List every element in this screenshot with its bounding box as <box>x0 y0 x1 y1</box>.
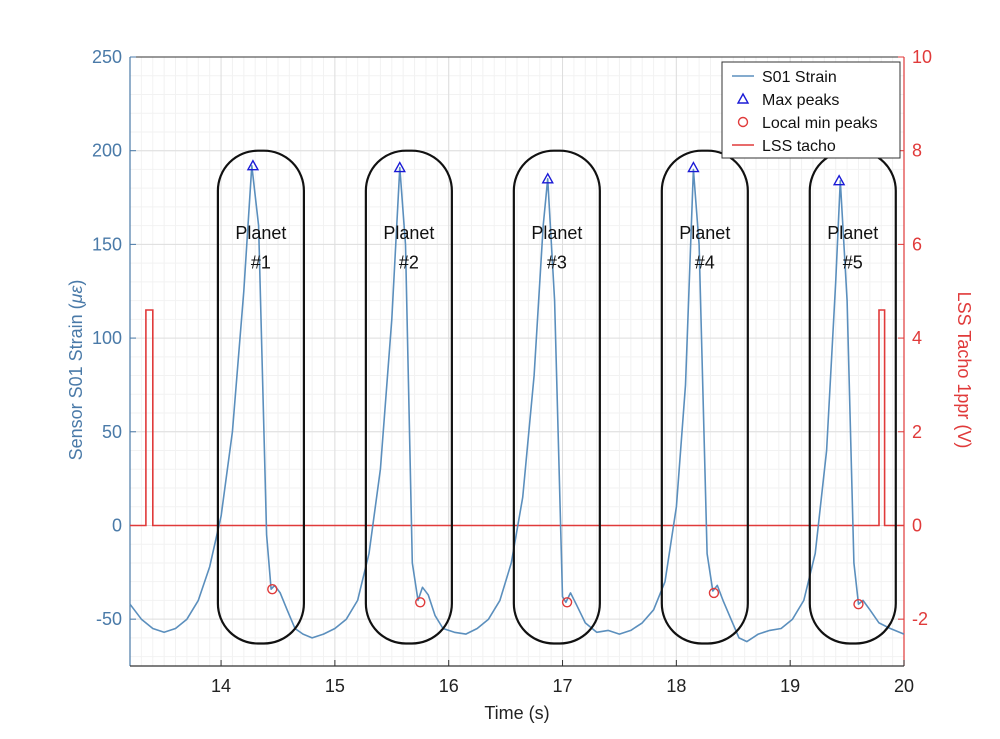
y-left-tick-label: 0 <box>112 515 122 535</box>
s01-strain-line <box>129 164 905 643</box>
planet-outline <box>660 149 749 645</box>
planet-label: Planet <box>531 223 582 243</box>
y-right-tick-label: 2 <box>912 422 922 442</box>
max-peak-marker <box>832 174 846 186</box>
y-left-tick-label: 150 <box>92 234 122 254</box>
min-peak-marker <box>708 587 720 599</box>
legend-label: Local min peaks <box>762 115 878 132</box>
planet-number: #1 <box>251 253 271 273</box>
x-tick-label: 17 <box>553 676 573 696</box>
max-peak-marker <box>393 161 406 173</box>
planet-label: Planet <box>235 223 286 243</box>
legend-box <box>721 61 901 159</box>
x-tick-label: 18 <box>666 676 686 696</box>
axes: 14 15 16 17 18 19 20 -50 0 50 100 150 200 250 -2 0 2 4 6 8 1… <box>92 47 932 696</box>
y-axis-left-label-close: ) <box>66 280 86 286</box>
planet-label: Planet <box>827 223 878 243</box>
legend-label: S01 Strain <box>762 69 837 86</box>
y-left-tick-label: 250 <box>92 47 122 67</box>
lss-tacho-line <box>130 309 904 527</box>
x-tick-label: 20 <box>894 676 914 696</box>
x-tick-label: 15 <box>325 676 345 696</box>
legend: S01 Strain Max peaks Local min peaks LSS ta… <box>721 61 901 159</box>
legend-label: LSS tacho <box>762 138 836 155</box>
y-left-tick-label: 100 <box>92 328 122 348</box>
series-layer <box>129 159 905 643</box>
min-peak-marker <box>267 583 278 595</box>
legend-swatch-min-peaks <box>737 116 749 128</box>
planet-number: #3 <box>547 253 567 273</box>
legend-swatch-max-peaks <box>736 92 750 104</box>
y-right-tick-label: 6 <box>912 234 922 254</box>
y-axis-left-label: Sensor S01 Strain (με) <box>66 280 86 461</box>
y-left-tick-label: -50 <box>96 609 122 629</box>
min-peak-marker <box>415 597 426 608</box>
y-axis-left-label-text: Sensor S01 Strain ( <box>66 303 86 460</box>
y-axis-right-label: LSS Tacho 1ppr (V) <box>954 292 974 449</box>
y-left-tick-label: 200 <box>92 141 122 161</box>
max-peak-marker <box>246 159 260 171</box>
max-peak-marker <box>541 172 554 184</box>
planet-number: #4 <box>695 253 715 273</box>
x-axis-label: Time (s) <box>484 703 549 723</box>
planet-number: #5 <box>843 253 863 273</box>
planet-annotations: Planet #1 Planet #2 Planet #3 Planet #4 Planet #5 <box>216 149 897 645</box>
max-peak-marker <box>687 161 700 173</box>
x-tick-label: 16 <box>439 676 459 696</box>
y-right-tick-label: 8 <box>912 141 922 161</box>
planet-label: Planet <box>679 223 730 243</box>
y-right-tick-label: -2 <box>912 609 928 629</box>
y-right-tick-label: 10 <box>912 47 932 67</box>
y-right-tick-label: 0 <box>912 515 922 535</box>
x-tick-label: 14 <box>211 676 231 696</box>
y-right-tick-label: 4 <box>912 328 922 348</box>
min-peak-marker <box>853 598 864 610</box>
planet-label: Planet <box>383 223 434 243</box>
x-tick-label: 19 <box>780 676 800 696</box>
legend-label: Max peaks <box>762 92 839 109</box>
y-axis-left-unit: με <box>66 284 86 304</box>
min-peak-marker <box>561 597 573 608</box>
planet-outline <box>216 149 305 645</box>
planet-number: #2 <box>399 253 419 273</box>
planet-outline <box>512 149 601 645</box>
planet-outline <box>364 149 453 645</box>
y-left-tick-label: 50 <box>102 422 122 442</box>
